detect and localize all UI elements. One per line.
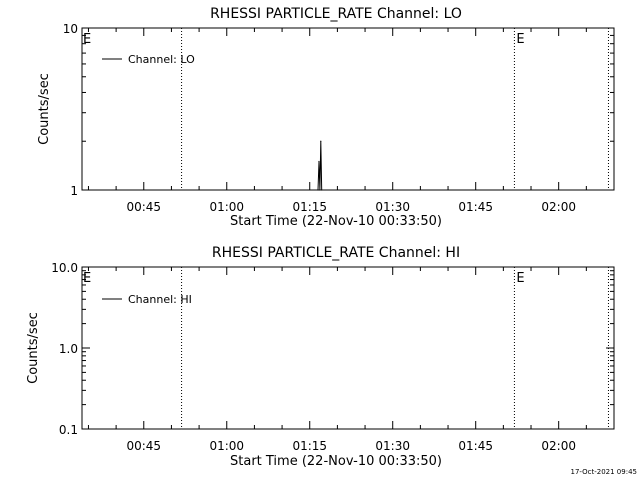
y-tick-label: 10 (63, 22, 78, 36)
plot-frame (81, 266, 615, 430)
edge-marker-label: E (83, 271, 91, 286)
x-axis-label: Start Time (22-Nov-10 00:33:50) (230, 454, 442, 469)
x-tick-label: 01:30 (375, 200, 410, 214)
y-axis-label: Counts/sec (26, 312, 41, 384)
chart-panel-lo: RHESSI PARTICLE_RATE Channel: LO Counts/s… (37, 6, 615, 229)
data-point (318, 160, 320, 163)
data-point (317, 189, 319, 191)
y-axis-label: Counts/sec (37, 73, 52, 145)
legend-label: Channel: HI (128, 293, 192, 306)
x-tick-label: 01:00 (209, 439, 244, 453)
x-axis-label: Start Time (22-Nov-10 00:33:50) (230, 214, 442, 229)
marker-label: E (516, 32, 524, 47)
x-tick-label: 00:45 (126, 439, 161, 453)
series-line (317, 141, 323, 191)
chart-title: RHESSI PARTICLE_RATE Channel: HI (212, 245, 460, 261)
data-point (319, 189, 321, 191)
x-tick-label: 01:15 (292, 439, 327, 453)
x-tick-label: 01:15 (292, 200, 327, 214)
edge-marker-label: E (83, 32, 91, 47)
footer-timestamp: 17-Oct-2021 09:45 (571, 468, 637, 476)
x-tick-label: 00:45 (126, 200, 161, 214)
x-tick-label: 01:30 (375, 439, 410, 453)
x-tick-label: 01:45 (458, 200, 493, 214)
legend-label: Channel: LO (128, 53, 195, 66)
chart-panel-hi: RHESSI PARTICLE_RATE Channel: HI Counts/s… (26, 245, 615, 469)
x-tick-label: 01:45 (458, 439, 493, 453)
data-point (321, 189, 323, 191)
chart-title: RHESSI PARTICLE_RATE Channel: LO (210, 6, 462, 22)
marker-label: E (516, 271, 524, 286)
y-tick-label: 1.0 (59, 342, 78, 356)
y-tick-label: 10.0 (51, 261, 78, 275)
y-tick-label: 1 (70, 184, 78, 198)
x-tick-label: 02:00 (541, 200, 576, 214)
x-tick-label: 01:00 (209, 200, 244, 214)
y-tick-label: 0.1 (59, 423, 78, 437)
plot-frame (81, 27, 615, 191)
x-tick-label: 02:00 (541, 439, 576, 453)
data-point (320, 140, 322, 142)
